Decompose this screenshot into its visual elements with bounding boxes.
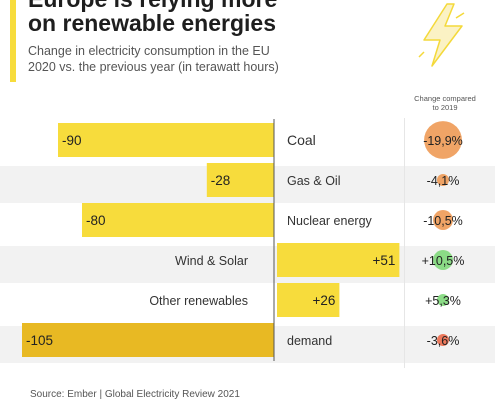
subtitle: Change in electricity consumption in the… xyxy=(28,43,279,75)
value-label-wind-solar: +51 xyxy=(372,253,395,268)
category-label-nuclear-energy: Nuclear energy xyxy=(287,214,373,228)
pct-label-wind-solar: +10,5% xyxy=(422,254,465,268)
bar-coal xyxy=(58,123,274,157)
pct-column-divider xyxy=(404,118,405,368)
pct-circle-gas-oil xyxy=(437,174,449,186)
title-accent-bar xyxy=(10,0,16,82)
bar-other-renewables xyxy=(277,283,340,317)
bar-nuclear-energy xyxy=(82,203,274,237)
pct-circle-wind-solar xyxy=(433,250,453,270)
pct-label-nuclear-energy: -10,5% xyxy=(423,214,463,228)
category-label-coal: Coal xyxy=(287,132,316,148)
pct-label-gas-oil: -4,1% xyxy=(427,174,460,188)
page-title-line-1: Europe is relying more xyxy=(28,0,277,13)
pct-circle-nuclear-energy xyxy=(433,210,453,230)
pct-column-header: Change compared to 2019 xyxy=(405,94,485,112)
source-note: Source: Ember | Global Electricity Revie… xyxy=(30,389,240,400)
pct-circle-coal xyxy=(424,121,462,159)
value-label-other-renewables: +26 xyxy=(312,293,335,308)
category-label-gas-oil: Gas & Oil xyxy=(287,174,341,188)
row-stripe xyxy=(0,246,495,283)
pct-label-other-renewables: +5,3% xyxy=(425,294,461,308)
bar-demand xyxy=(22,323,274,357)
pct-column-header-line-1: Change compared xyxy=(414,94,476,103)
pct-circle-other-renewables xyxy=(437,294,449,306)
subtitle-line-1: Change in electricity consumption in the… xyxy=(28,44,270,58)
lightning-bolt-icon xyxy=(418,3,465,67)
pct-label-demand: -3,6% xyxy=(427,334,460,348)
value-label-nuclear-energy: -80 xyxy=(86,213,106,228)
value-label-coal: -90 xyxy=(62,133,82,148)
page-title-line-2: on renewable energies xyxy=(28,10,276,36)
subtitle-line-2: 2020 vs. the previous year (in terawatt … xyxy=(28,60,279,74)
pct-column-header-line-2: to 2019 xyxy=(432,103,458,112)
pct-label-coal: -19,9% xyxy=(423,134,463,148)
value-label-demand: -105 xyxy=(26,333,53,348)
value-label-gas-oil: -28 xyxy=(211,173,231,188)
bar-wind-solar xyxy=(277,243,400,277)
category-label-demand: demand xyxy=(287,334,332,348)
bar-gas-oil xyxy=(206,163,274,197)
category-label-other-renewables: Other renewables xyxy=(149,294,248,308)
category-label-wind-solar: Wind & Solar xyxy=(175,254,248,268)
pct-circle-demand xyxy=(437,334,449,346)
